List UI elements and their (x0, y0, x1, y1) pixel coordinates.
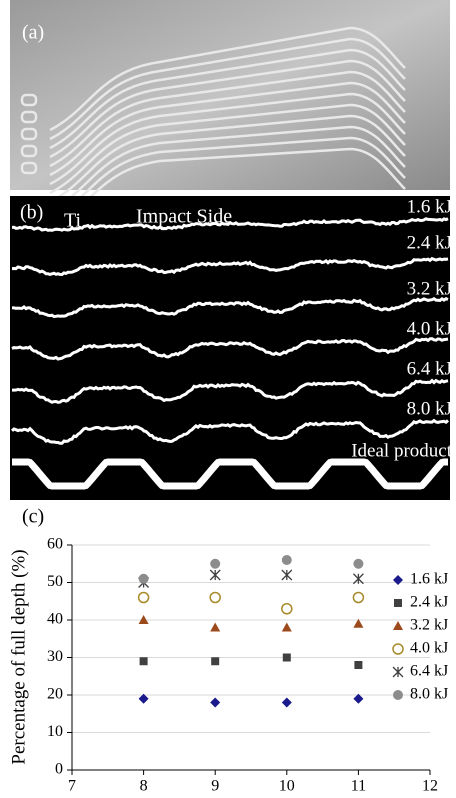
y-tick-label: 50 (47, 573, 63, 590)
point (282, 604, 292, 614)
y-tick-label: 30 (47, 648, 63, 665)
point (210, 698, 220, 708)
legend-marker (393, 621, 403, 630)
point (139, 574, 149, 584)
point (210, 623, 220, 632)
point (353, 593, 363, 603)
y-tick-label: 10 (47, 723, 63, 740)
panel-label: (c) (22, 506, 44, 528)
y-tick-label: 40 (47, 611, 63, 628)
panel-c: (c) Percentage of full depth (%) 0 10 20 30… (8, 506, 448, 795)
profile-label: 1.6 kJ (407, 196, 452, 217)
legend-label: 2.4 kJ (410, 594, 448, 611)
legend-label: 6.4 kJ (410, 663, 448, 680)
point (282, 570, 292, 580)
point (140, 657, 148, 665)
profile-label: 6.4 kJ (407, 358, 452, 379)
point (282, 698, 292, 708)
y-tick-label: 60 (47, 536, 63, 553)
profile-label: 3.2 kJ (407, 278, 452, 299)
y-axis-label: Percentage of full depth (%) (8, 549, 29, 764)
x-tick-label: 12 (422, 778, 438, 795)
legend-label: 1.6 kJ (410, 571, 448, 588)
point (211, 657, 219, 665)
point (353, 559, 363, 569)
profile-label: 2.4 kJ (407, 232, 452, 253)
profile-label: Ideal product (351, 440, 452, 461)
x-tick-label: 9 (211, 778, 219, 795)
legend-marker (393, 690, 403, 700)
y-tick-label: 20 (47, 686, 63, 703)
x-tick-label: 8 (140, 778, 148, 795)
side-label: Impact Side (136, 206, 232, 228)
legend-marker (393, 667, 403, 677)
legend-label: 3.2 kJ (410, 617, 448, 634)
material: Ti (64, 210, 82, 232)
point (354, 661, 362, 669)
legend-marker (394, 599, 402, 607)
panel-label: (a) (22, 22, 44, 44)
panel-label: (b) (20, 202, 43, 224)
point (210, 570, 220, 580)
photo (10, 0, 450, 190)
point (282, 555, 292, 565)
point (210, 593, 220, 603)
point (353, 574, 363, 584)
point (282, 623, 292, 632)
profile-label: 8.0 kJ (407, 398, 452, 419)
x-tick-label: 10 (279, 778, 295, 795)
legend-marker (393, 644, 403, 654)
point (210, 559, 220, 569)
legend-label: 8.0 kJ (410, 686, 448, 703)
x-tick-label: 11 (351, 778, 366, 795)
legend-marker (393, 575, 403, 585)
y-tick-label: 0 (55, 761, 63, 778)
panel-a: (a) (10, 0, 450, 229)
x-tick-label: 7 (68, 778, 76, 795)
profile-label: 4.0 kJ (407, 318, 452, 339)
legend-label: 4.0 kJ (410, 640, 448, 657)
point (283, 654, 291, 662)
point (139, 593, 149, 603)
